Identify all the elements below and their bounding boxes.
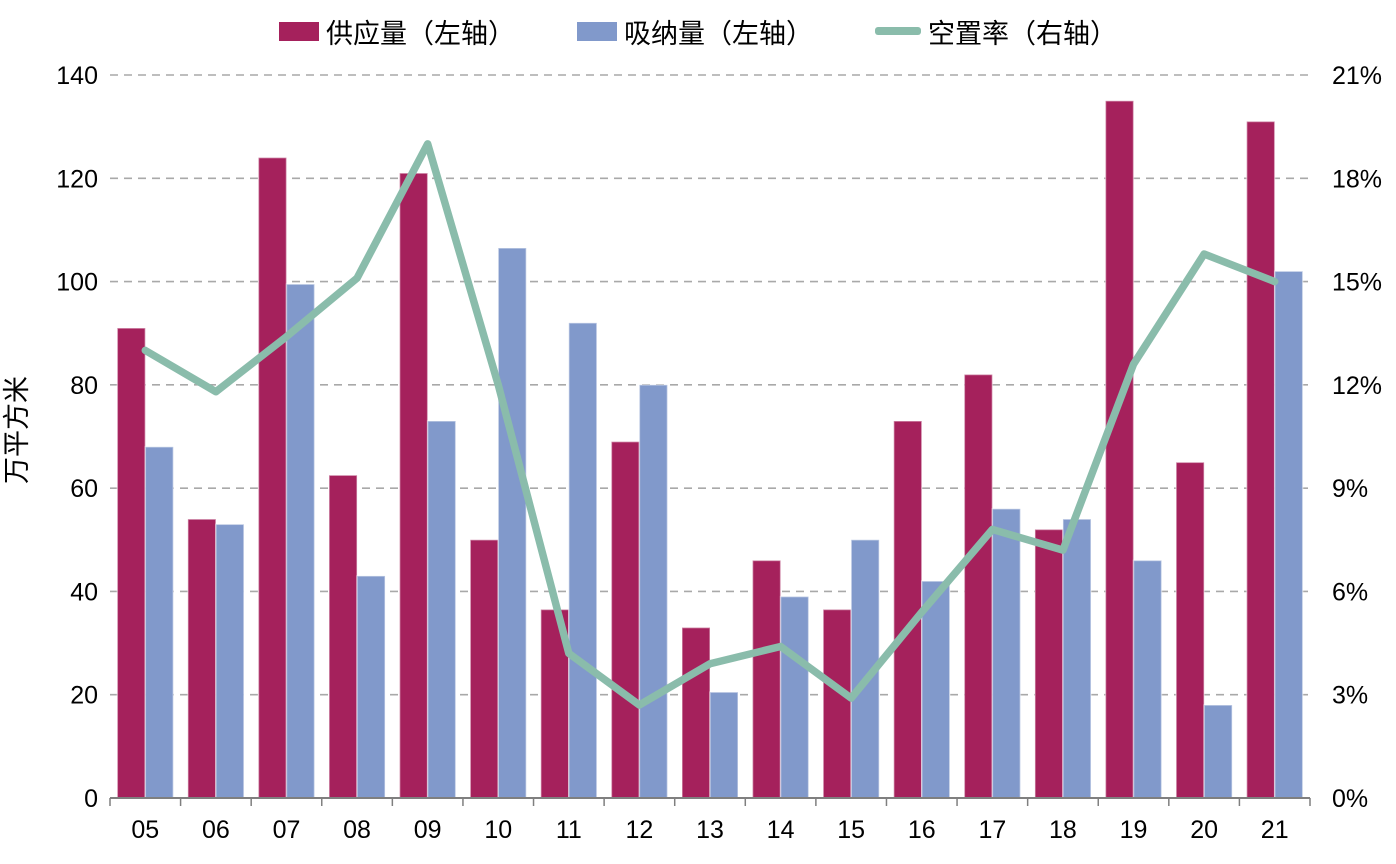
x-axis-label-06: 06 (202, 816, 230, 844)
x-axis-label-12: 12 (626, 816, 654, 844)
x-axis-label-14: 14 (767, 816, 795, 844)
right-axis-label-18%: 18% (1332, 165, 1382, 193)
supply-legend-swatch (279, 21, 319, 41)
vacancy-legend-label: 空置率（右轴） (928, 18, 1117, 49)
supply-bar-12 (610, 440, 641, 799)
legend-item-supply: 供应量（左轴） (279, 12, 515, 51)
x-axis-label-21: 21 (1261, 816, 1289, 844)
right-axis-label-9%: 9% (1332, 475, 1368, 503)
left-axis-label-140: 140 (56, 62, 98, 90)
absorption-bar-20 (1203, 704, 1233, 799)
right-axis-label-0%: 0% (1332, 785, 1368, 813)
absorption-bar-18 (1062, 518, 1092, 799)
left-axis-label-0: 0 (84, 785, 98, 813)
supply-bar-06 (187, 518, 217, 799)
x-axis-label-13: 13 (696, 816, 724, 844)
x-axis-label-05: 05 (131, 816, 159, 844)
left-axis-label-120: 120 (56, 165, 98, 193)
right-axis-label-21%: 21% (1332, 62, 1382, 90)
x-axis-label-10: 10 (484, 816, 512, 844)
right-axis-label-6%: 6% (1332, 578, 1368, 606)
absorption-bar-12 (638, 384, 669, 799)
absorption-bar-13 (709, 691, 739, 799)
supply-legend-label: 供应量（左轴） (326, 18, 515, 49)
supply-bar-15 (822, 608, 852, 799)
x-axis-label-15: 15 (837, 816, 865, 844)
x-axis-label-18: 18 (1049, 816, 1077, 844)
absorption-bar-16 (921, 580, 951, 799)
absorption-bar-19 (1132, 559, 1163, 799)
vacancy-legend-swatch (875, 27, 921, 35)
x-axis-label-07: 07 (273, 816, 301, 844)
x-axis-label-16: 16 (908, 816, 936, 844)
supply-bar-17 (963, 373, 994, 799)
supply-bar-05 (116, 327, 147, 799)
absorption-bar-14 (779, 595, 810, 799)
chart-legend: 供应量（左轴） 吸纳量（左轴） 空置率（右轴） (0, 8, 1396, 54)
supply-bar-14 (751, 559, 782, 799)
absorption-bar-05 (144, 446, 175, 799)
legend-item-absorption: 吸纳量（左轴） (577, 12, 813, 51)
x-axis-label-19: 19 (1120, 816, 1148, 844)
right-axis-label-12%: 12% (1332, 372, 1382, 400)
absorption-bar-08 (356, 575, 386, 799)
left-axis-label-20: 20 (70, 682, 98, 710)
legend-item-vacancy: 空置率（右轴） (875, 12, 1117, 51)
left-axis-label-100: 100 (56, 269, 98, 297)
x-axis-label-08: 08 (343, 816, 371, 844)
supply-bar-19 (1104, 100, 1135, 799)
supply-bar-10 (469, 539, 499, 799)
right-axis-label-3%: 3% (1332, 682, 1368, 710)
absorption-bar-11 (568, 322, 598, 799)
x-axis-label-20: 20 (1190, 816, 1218, 844)
absorption-legend-swatch (577, 21, 617, 41)
supply-bar-09 (398, 172, 429, 799)
supply-bar-21 (1245, 120, 1276, 799)
vacancy-rate-line (141, 140, 1279, 709)
left-axis-label-40: 40 (70, 578, 98, 606)
supply-bar-13 (681, 626, 711, 799)
left-axis-label-60: 60 (70, 475, 98, 503)
right-axis-label-15%: 15% (1332, 269, 1382, 297)
absorption-bar-06 (215, 523, 245, 799)
supply-bar-07 (257, 156, 288, 799)
left-axis-label-80: 80 (70, 372, 98, 400)
supply-bar-08 (328, 474, 358, 799)
absorption-bar-21 (1273, 270, 1304, 799)
supply-bar-18 (1034, 528, 1064, 799)
absorption-bar-10 (497, 247, 527, 799)
x-axis-label-09: 09 (414, 816, 442, 844)
absorption-bar-09 (426, 420, 457, 799)
x-axis-label-11: 11 (556, 816, 582, 844)
absorption-legend-label: 吸纳量（左轴） (624, 18, 813, 49)
x-axis-label-17: 17 (978, 816, 1006, 844)
absorption-bar-17 (991, 508, 1022, 799)
absorption-bar-07 (285, 283, 316, 799)
supply-bar-16 (893, 420, 923, 799)
supply-bar-20 (1175, 461, 1205, 799)
